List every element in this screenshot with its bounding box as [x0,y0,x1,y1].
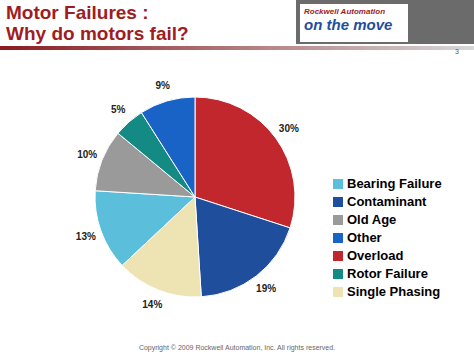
svg-text:19%: 19% [256,283,276,294]
html-text:Rockwell Automation: Rockwell Automation [304,7,385,16]
svg-text:10%: 10% [77,149,97,160]
html-text:Single Phasing: Single Phasing [347,284,441,299]
html-text:Old Age: Old Age [347,212,397,227]
html-text:Rotor Failure: Rotor Failure [347,266,428,281]
svg-text:14%: 14% [142,299,162,310]
svg-text:30%: 30% [279,123,299,134]
html-text:Overload: Overload [347,248,404,263]
svg-text:5%: 5% [111,104,126,115]
html-text:Other: Other [347,230,382,245]
html-text:Copyright © 2009 Rockwell Auto: Copyright © 2009 Rockwell Automation, In… [138,344,336,351]
html-text:Why do motors fail?: Why do motors fail? [6,23,189,44]
svg-text:13%: 13% [76,231,96,242]
html-text:Motor Failures :: Motor Failures : [6,2,149,23]
svg-text:9%: 9% [155,80,170,91]
html-text:Contaminant: Contaminant [347,194,427,209]
html-text:Bearing Failure: Bearing Failure [347,176,442,191]
html-text:3: 3 [455,48,459,55]
html-text:on the move: on the move [304,16,393,33]
